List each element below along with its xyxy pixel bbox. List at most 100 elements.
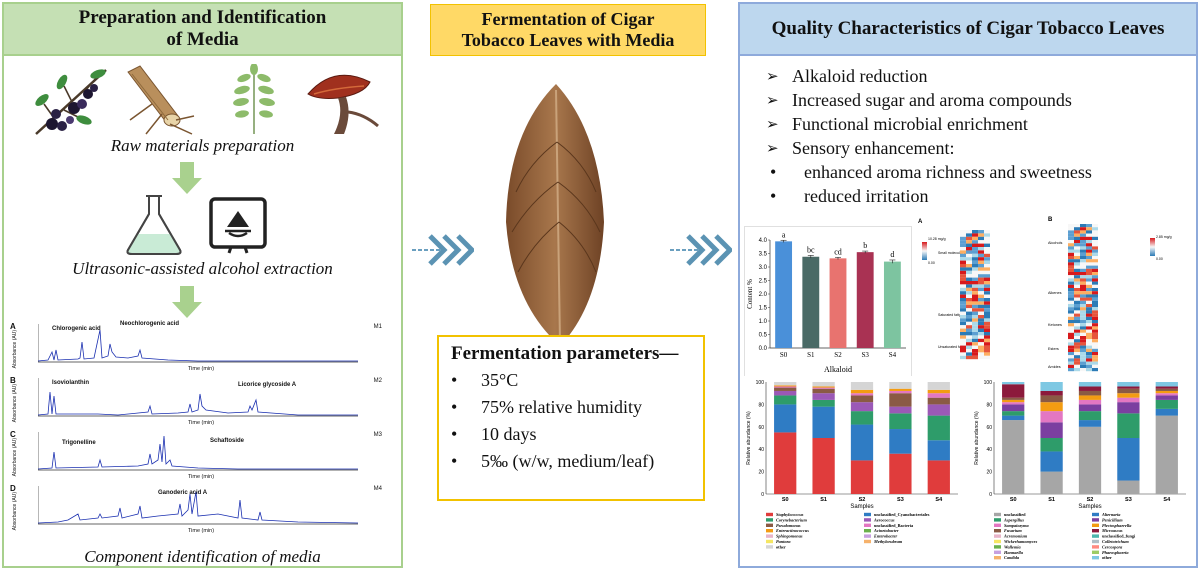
legend-label: Sampaiozyma <box>1004 523 1029 528</box>
heatmap-cell <box>972 315 978 319</box>
heatmap-cell <box>1080 246 1086 250</box>
stack-segment <box>889 413 912 430</box>
heatmap-cell <box>972 236 978 241</box>
heatmap-cell <box>1092 246 1098 250</box>
heatmap-cell <box>972 270 978 275</box>
heatmap-cell <box>966 260 972 264</box>
heatmap-cell <box>1092 320 1098 324</box>
y-tick-label: 100 <box>984 380 993 386</box>
heatmap-cell <box>960 325 966 329</box>
heatmap-cell <box>1068 265 1074 269</box>
legend-swatch <box>1092 556 1099 560</box>
legend-label: other <box>1102 555 1112 560</box>
heatmap-cell <box>1086 310 1092 314</box>
legend-swatch <box>994 556 1001 560</box>
chromatogram-b: B M2 Isoviolanthin Licorice glycoside A … <box>10 376 382 426</box>
legend-swatch <box>1092 512 1099 517</box>
heatmap-cell <box>960 243 966 247</box>
heatmap-cell <box>978 335 984 339</box>
legend-label: Hannaella <box>1003 550 1024 555</box>
heatmap-cell <box>960 277 966 281</box>
heatmap-cell <box>984 236 990 241</box>
legend-label: Enterobacter <box>873 534 897 539</box>
heatmap-cell <box>1074 256 1080 260</box>
stack-segment <box>774 385 797 387</box>
stack-segment <box>774 395 797 405</box>
heatmap-cell <box>1068 355 1074 359</box>
heatmap-cell <box>972 318 978 322</box>
y-tick-label: 1.5 <box>759 306 768 312</box>
stack-segment <box>1040 438 1063 452</box>
heatmap-cell <box>984 247 990 251</box>
heatmap-cell <box>978 338 984 343</box>
heatmap-cell <box>978 253 984 258</box>
heatmap-cell <box>1074 272 1080 276</box>
heatmap-cell <box>1092 243 1098 247</box>
heatmap-cell <box>960 315 966 319</box>
heatmap-cell <box>1086 233 1092 237</box>
heatmap-cell <box>984 342 990 346</box>
bar <box>829 258 847 348</box>
heatmap-cell <box>1086 278 1092 282</box>
heatmap-cell <box>1092 240 1098 244</box>
heatmap-cell <box>972 311 978 315</box>
heatmap-cell <box>1068 352 1074 356</box>
heatmap-cell <box>1068 348 1074 352</box>
stack-segment <box>889 406 912 414</box>
heatmap-cell <box>1080 355 1086 359</box>
heatmap-cell <box>1086 256 1092 260</box>
heatmap-cell <box>1092 364 1098 368</box>
heatmap-cell <box>1092 348 1098 352</box>
stack-segment <box>1002 402 1025 405</box>
significance-label: bc <box>807 245 815 254</box>
heatmap-cell <box>984 230 990 234</box>
heatmap-cell <box>978 264 984 268</box>
heatmap-cell <box>960 332 966 336</box>
heatmap-b-scale <box>1150 238 1155 256</box>
heatmap-cell <box>1092 249 1098 253</box>
x-tick-label: S1 <box>1048 497 1055 503</box>
chromatogram-trace <box>37 378 358 417</box>
heatmap-cell <box>984 253 990 258</box>
heatmap-cell <box>1068 361 1074 365</box>
heatmap-cell <box>1086 348 1092 352</box>
heatmap-cell <box>1068 275 1074 279</box>
heatmap-cell <box>972 345 978 349</box>
legend-swatch <box>864 523 871 527</box>
heatmap-cell <box>966 230 972 234</box>
stack-segment <box>1078 411 1102 421</box>
heatmap-cell <box>978 230 984 234</box>
heatmap-cell <box>1068 233 1074 237</box>
stack-segment <box>1117 402 1140 414</box>
heatmap-cell <box>966 267 972 271</box>
legend-swatch <box>1092 523 1099 527</box>
x-axis-label: Samples <box>850 504 873 510</box>
heatmap-cell <box>1080 310 1086 314</box>
stack-segment <box>1155 393 1178 396</box>
legend-label: Microascus <box>1101 528 1123 533</box>
heatmap-cell <box>978 260 984 264</box>
heatmap-cell <box>1074 268 1080 272</box>
stack-segment <box>1117 480 1140 494</box>
heatmap-cell <box>960 338 966 343</box>
heatmap-cell <box>972 349 978 353</box>
heatmap-cell <box>1080 352 1086 356</box>
heatmap-cell <box>1092 329 1098 333</box>
heatmap-cell <box>984 240 990 244</box>
heatmap-cell <box>1092 265 1098 269</box>
param-item: • 35°C <box>451 370 519 390</box>
heatmap-cell <box>984 257 990 261</box>
stack-segment <box>812 406 835 438</box>
legend-label: Acremonium <box>1003 534 1028 539</box>
y-tick-label: 40 <box>758 447 764 453</box>
legend-swatch <box>994 512 1001 517</box>
heatmap-cell <box>960 321 966 326</box>
heatmap-cell <box>966 243 972 247</box>
heatmap-cell <box>1080 326 1086 330</box>
extraction-caption: Ultrasonic-assisted alcohol extraction <box>72 259 333 278</box>
legend-label: Penicillium <box>1102 517 1123 522</box>
x-tick-label: S2 <box>1087 497 1094 503</box>
stack-segment <box>927 397 950 405</box>
heatmap-cell <box>1086 368 1092 372</box>
heatmap-cell <box>960 250 966 254</box>
